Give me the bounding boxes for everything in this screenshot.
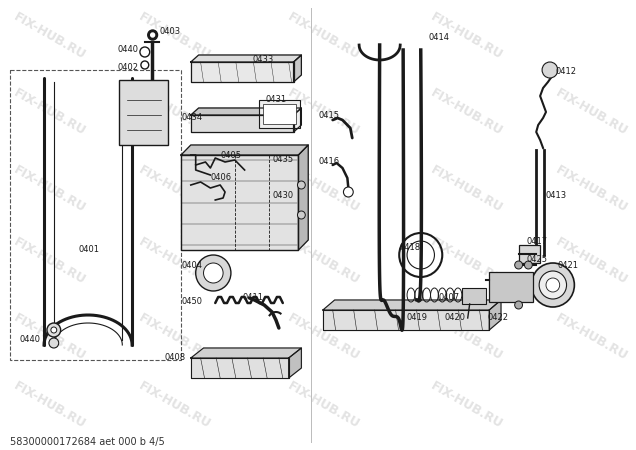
- Text: 0421: 0421: [558, 261, 579, 270]
- Polygon shape: [289, 348, 301, 378]
- Text: 0416: 0416: [318, 158, 339, 166]
- Circle shape: [298, 181, 305, 189]
- Text: FIX-HUB.RU: FIX-HUB.RU: [429, 311, 505, 364]
- Text: 0422: 0422: [487, 314, 508, 323]
- Circle shape: [525, 261, 532, 269]
- Text: FIX-HUB.RU: FIX-HUB.RU: [136, 311, 212, 364]
- Circle shape: [515, 261, 523, 269]
- Bar: [462, 288, 487, 304]
- Text: 0404: 0404: [181, 261, 202, 270]
- Text: 0407: 0407: [438, 293, 459, 302]
- Circle shape: [141, 61, 149, 69]
- Text: FIX-HUB.RU: FIX-HUB.RU: [11, 379, 88, 431]
- Circle shape: [542, 62, 558, 78]
- Text: 0440: 0440: [20, 336, 41, 345]
- Text: 0419: 0419: [406, 314, 427, 323]
- FancyBboxPatch shape: [120, 80, 169, 145]
- Text: 0434: 0434: [181, 113, 202, 122]
- Text: 0412: 0412: [556, 68, 577, 76]
- Text: FIX-HUB.RU: FIX-HUB.RU: [11, 311, 88, 364]
- Text: 0418: 0418: [399, 243, 420, 252]
- Text: FIX-HUB.RU: FIX-HUB.RU: [286, 379, 362, 431]
- Circle shape: [49, 338, 59, 348]
- Polygon shape: [191, 55, 301, 62]
- Polygon shape: [323, 300, 501, 310]
- Polygon shape: [181, 145, 308, 155]
- Text: FIX-HUB.RU: FIX-HUB.RU: [553, 86, 630, 139]
- Text: FIX-HUB.RU: FIX-HUB.RU: [11, 163, 88, 215]
- Bar: [518, 245, 540, 263]
- Text: 0420: 0420: [444, 314, 466, 323]
- Bar: [263, 104, 296, 124]
- Text: 0430: 0430: [272, 190, 293, 199]
- Text: 0414: 0414: [429, 33, 450, 42]
- Circle shape: [204, 263, 223, 283]
- Polygon shape: [294, 55, 301, 82]
- Text: FIX-HUB.RU: FIX-HUB.RU: [136, 379, 212, 431]
- Text: FIX-HUB.RU: FIX-HUB.RU: [286, 10, 362, 62]
- Text: FIX-HUB.RU: FIX-HUB.RU: [136, 235, 212, 287]
- Polygon shape: [298, 145, 308, 250]
- Polygon shape: [181, 155, 298, 250]
- Text: 0403: 0403: [160, 27, 181, 36]
- Text: 0440: 0440: [118, 45, 139, 54]
- Circle shape: [140, 47, 149, 57]
- Polygon shape: [191, 115, 294, 132]
- Text: 0425: 0425: [527, 256, 548, 265]
- Text: FIX-HUB.RU: FIX-HUB.RU: [11, 86, 88, 139]
- Text: 0411: 0411: [243, 293, 264, 302]
- Polygon shape: [323, 310, 489, 330]
- Text: 0405: 0405: [220, 150, 241, 159]
- Circle shape: [151, 33, 155, 37]
- Text: FIX-HUB.RU: FIX-HUB.RU: [11, 235, 88, 287]
- Text: FIX-HUB.RU: FIX-HUB.RU: [429, 163, 505, 215]
- Text: 0431: 0431: [265, 95, 286, 104]
- Circle shape: [343, 187, 353, 197]
- Text: 0433: 0433: [252, 55, 273, 64]
- Circle shape: [546, 278, 560, 292]
- Circle shape: [298, 211, 305, 219]
- Circle shape: [531, 263, 574, 307]
- Text: FIX-HUB.RU: FIX-HUB.RU: [136, 86, 212, 139]
- Text: 0417: 0417: [527, 238, 548, 247]
- Bar: [10, 70, 181, 360]
- Text: 0413: 0413: [546, 190, 567, 199]
- Circle shape: [196, 255, 231, 291]
- Text: 0450: 0450: [181, 297, 202, 306]
- Text: 58300000172684 aet 000 b 4/5: 58300000172684 aet 000 b 4/5: [10, 437, 165, 447]
- Polygon shape: [191, 62, 294, 82]
- Text: FIX-HUB.RU: FIX-HUB.RU: [429, 86, 505, 139]
- Text: FIX-HUB.RU: FIX-HUB.RU: [429, 379, 505, 431]
- Circle shape: [47, 323, 60, 337]
- Text: FIX-HUB.RU: FIX-HUB.RU: [553, 235, 630, 287]
- Text: FIX-HUB.RU: FIX-HUB.RU: [553, 163, 630, 215]
- Circle shape: [515, 301, 523, 309]
- Text: 0408: 0408: [164, 354, 186, 363]
- Text: FIX-HUB.RU: FIX-HUB.RU: [286, 163, 362, 215]
- Bar: [489, 272, 533, 302]
- Text: 0406: 0406: [211, 174, 232, 183]
- Text: FIX-HUB.RU: FIX-HUB.RU: [11, 10, 88, 62]
- Text: FIX-HUB.RU: FIX-HUB.RU: [286, 86, 362, 139]
- Circle shape: [539, 271, 567, 299]
- Circle shape: [51, 327, 57, 333]
- Text: FIX-HUB.RU: FIX-HUB.RU: [553, 311, 630, 364]
- Text: FIX-HUB.RU: FIX-HUB.RU: [429, 10, 505, 62]
- Text: 0401: 0401: [78, 246, 99, 255]
- Polygon shape: [191, 108, 301, 115]
- Circle shape: [148, 30, 158, 40]
- Polygon shape: [294, 108, 301, 132]
- Text: 0402: 0402: [118, 63, 139, 72]
- Bar: [259, 100, 300, 128]
- Text: FIX-HUB.RU: FIX-HUB.RU: [286, 311, 362, 364]
- Polygon shape: [489, 300, 501, 330]
- Text: FIX-HUB.RU: FIX-HUB.RU: [429, 235, 505, 287]
- Polygon shape: [191, 358, 289, 378]
- Text: FIX-HUB.RU: FIX-HUB.RU: [136, 163, 212, 215]
- Polygon shape: [191, 348, 301, 358]
- Text: 0435: 0435: [272, 156, 293, 165]
- Text: FIX-HUB.RU: FIX-HUB.RU: [136, 10, 212, 62]
- Text: 0415: 0415: [318, 111, 339, 120]
- Text: FIX-HUB.RU: FIX-HUB.RU: [286, 235, 362, 287]
